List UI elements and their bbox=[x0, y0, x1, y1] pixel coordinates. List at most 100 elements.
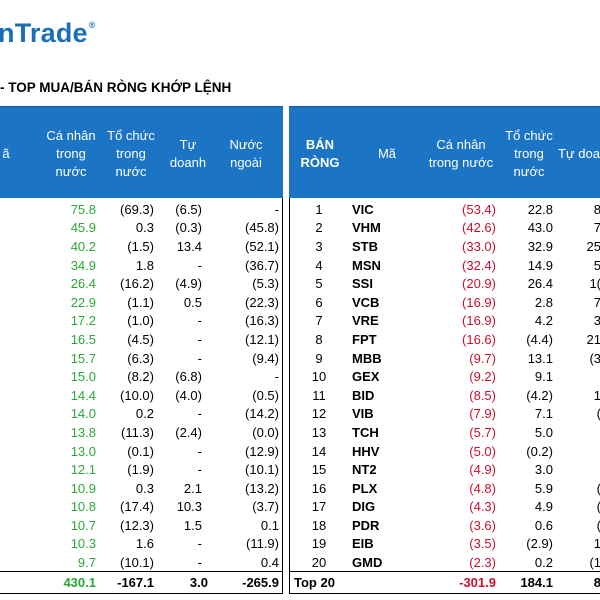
cell-ca-nhan: 12.1 bbox=[70, 462, 96, 478]
cell-tu-doanh: (6.8) bbox=[175, 369, 202, 385]
table-row: 10.3 1.6 - (11.9) bbox=[0, 535, 283, 554]
cell-to-chuc: (4.5) bbox=[127, 331, 154, 347]
table-row: 11 BID (8.5) (4.2) 1 bbox=[290, 386, 600, 405]
table-row: 45.9 0.3 (0.3) (45.8) bbox=[0, 219, 283, 238]
table-row: 13.0 (0.1) - (12.9) bbox=[0, 442, 283, 461]
cell-tu-doanh bbox=[557, 367, 600, 386]
cell-ca-nhan: (2.3) bbox=[469, 554, 496, 570]
cell-ca-nhan: 10.8 bbox=[70, 499, 96, 515]
cell-ca-nhan: 15.0 bbox=[70, 369, 96, 385]
table-row: 22.9 (1.1) 0.5 (22.3) bbox=[0, 293, 283, 312]
cell-tu-doanh: 25 bbox=[586, 238, 600, 254]
table-row: 9.7 (10.1) - 0.4 bbox=[0, 553, 283, 572]
cell-ticker: VIB bbox=[352, 406, 374, 422]
cell-tu-doanh bbox=[557, 423, 600, 442]
cell-tu-doanh: (4.9) bbox=[175, 276, 202, 292]
table-row: 12 VIB (7.9) 7.1( bbox=[290, 405, 600, 424]
cell-to-chuc: (17.4) bbox=[120, 499, 154, 515]
table-row: 20 GMD (2.3) 0.2 (1 bbox=[290, 553, 600, 572]
cell-ca-nhan: (4.9) bbox=[469, 462, 496, 478]
cell-ticker: VRE bbox=[352, 313, 379, 329]
total-nuoc-ngoai: -265.9 bbox=[212, 571, 283, 593]
cell-tu-doanh: (4.0) bbox=[175, 387, 202, 403]
cell-to-chuc: 4.2 bbox=[534, 313, 553, 329]
cell-nuoc-ngoai: (36.7) bbox=[245, 257, 279, 273]
cell-ticker: FPT bbox=[352, 331, 377, 347]
header-to-chuc: Tổ chức trong nước bbox=[107, 128, 155, 179]
cell-ca-nhan: (32.4) bbox=[462, 257, 496, 273]
table-row: 10.7 (12.3) 1.5 0.1 bbox=[0, 516, 283, 535]
cell-tu-doanh: 5 bbox=[593, 257, 600, 273]
cell-tu-doanh: 0.5 bbox=[183, 294, 202, 310]
table-row: 40.2 (1.5) 13.4 (52.1) bbox=[0, 237, 283, 256]
cell-tu-doanh: 1 bbox=[593, 536, 600, 552]
cell-to-chuc: (1.1) bbox=[127, 294, 154, 310]
total-to-chuc: 184.1 bbox=[500, 571, 557, 593]
cell-ca-nhan: 45.9 bbox=[70, 220, 96, 236]
cell-rank: 8 bbox=[315, 331, 323, 347]
cell-ca-nhan: (20.9) bbox=[462, 276, 496, 292]
cell-to-chuc: (4.2) bbox=[526, 387, 553, 403]
cell-nuoc-ngoai: 0.4 bbox=[260, 554, 279, 570]
cell-ticker: VCB bbox=[352, 294, 380, 310]
cell-ticker: SSI bbox=[352, 276, 373, 292]
cell-ca-nhan: 10.3 bbox=[70, 536, 96, 552]
total-tu-doanh: 8 bbox=[557, 571, 600, 593]
cell-rank: 11 bbox=[312, 387, 326, 403]
cell-tu-doanh: - bbox=[197, 331, 202, 347]
cell-nuoc-ngoai: (9.4) bbox=[252, 350, 279, 366]
cell-ca-nhan: 16.5 bbox=[70, 331, 96, 347]
total-ca-nhan: 430.1 bbox=[0, 571, 100, 593]
table-row: 10.9 0.3 2.1 (13.2) bbox=[0, 479, 283, 498]
cell-to-chuc: (1.5) bbox=[127, 238, 154, 254]
table-row: 19 EIB (3.5) (2.9) 1 bbox=[290, 535, 600, 554]
cell-to-chuc: 3.0 bbox=[534, 462, 553, 478]
cell-tu-doanh: - bbox=[197, 406, 202, 422]
table-row: 26.4 (16.2) (4.9) (5.3) bbox=[0, 274, 283, 293]
cell-rank: 2 bbox=[315, 220, 323, 236]
cell-tu-doanh bbox=[557, 460, 600, 479]
table-row: 15.7 (6.3) - (9.4) bbox=[0, 349, 283, 368]
table-row: 17 DIG (4.3) 4.9( bbox=[290, 498, 600, 517]
cell-tu-doanh: - bbox=[197, 462, 202, 478]
cell-rank: 3 bbox=[315, 238, 323, 254]
cell-ticker: STB bbox=[352, 238, 378, 254]
cell-ticker: MSN bbox=[352, 257, 381, 273]
cell-to-chuc: 0.6 bbox=[534, 517, 553, 533]
table-row: 17.2 (1.0) - (16.3) bbox=[0, 312, 283, 331]
header-ma: Mã bbox=[377, 146, 397, 161]
cell-rank: 7 bbox=[315, 313, 323, 329]
cell-ticker: PDR bbox=[352, 517, 380, 533]
cell-to-chuc: (1.0) bbox=[127, 313, 154, 329]
cell-to-chuc: 5.9 bbox=[534, 480, 553, 496]
cell-tu-doanh: ( bbox=[557, 479, 600, 498]
cell-ca-nhan: 13.0 bbox=[70, 443, 96, 459]
cell-to-chuc: 0.2 bbox=[534, 554, 553, 570]
cell-to-chuc: 43.0 bbox=[527, 220, 553, 236]
cell-ticker: VHM bbox=[352, 220, 381, 236]
cell-ca-nhan: (16.9) bbox=[462, 294, 496, 310]
table-row: 10 GEX (9.2) 9.1 bbox=[290, 367, 600, 386]
cell-tu-doanh: - bbox=[197, 554, 202, 570]
cell-to-chuc: 4.9 bbox=[534, 499, 553, 515]
cell-ca-nhan: (5.0) bbox=[469, 443, 496, 459]
table-row: 1 VIC (53.4) 22.8 8 bbox=[290, 200, 600, 219]
cell-to-chuc: (8.2) bbox=[127, 369, 154, 385]
net-buy-panel: ã Cá nhân trong nước Tổ chức trong nước … bbox=[0, 106, 283, 594]
cell-tu-doanh: 10.3 bbox=[176, 499, 202, 515]
cell-tu-doanh: 7 bbox=[593, 220, 600, 236]
cell-to-chuc: 0.3 bbox=[135, 220, 154, 236]
cell-ca-nhan: (42.6) bbox=[462, 220, 496, 236]
cell-tu-doanh: 3 bbox=[593, 313, 600, 329]
cell-tu-doanh: - bbox=[197, 350, 202, 366]
cell-to-chuc: 0.2 bbox=[135, 406, 154, 422]
logo-text: nTrade bbox=[0, 18, 88, 48]
net-buy-total-row: 430.1 -167.1 3.0 -265.9 bbox=[0, 571, 283, 593]
cell-ca-nhan: (3.6) bbox=[469, 517, 496, 533]
cell-ca-nhan: 22.9 bbox=[70, 294, 96, 310]
header-tu-doanh: Tự doanh bbox=[169, 137, 207, 170]
total-tu-doanh: 3.0 bbox=[158, 571, 212, 593]
cell-ticker: TCH bbox=[352, 424, 379, 440]
cell-nuoc-ngoai: (13.2) bbox=[245, 480, 279, 496]
cell-tu-doanh: ( bbox=[557, 405, 600, 424]
